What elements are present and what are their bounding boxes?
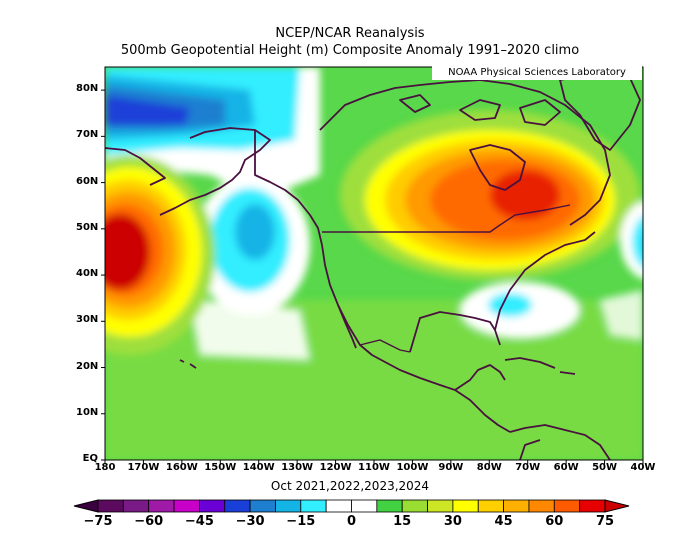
lon-label: 160W bbox=[165, 462, 198, 473]
colorbar-swatch bbox=[122, 499, 150, 513]
lon-label: 120W bbox=[319, 462, 352, 473]
colorbar-swatch bbox=[401, 499, 428, 513]
colorbar-label: −30 bbox=[235, 514, 265, 529]
colorbar-swatch bbox=[528, 499, 555, 513]
colorbar-label: −45 bbox=[184, 514, 214, 529]
lon-label: 170W bbox=[127, 462, 160, 473]
colorbar-swatch bbox=[427, 499, 454, 513]
colorbar-label: −15 bbox=[286, 514, 316, 529]
lon-label: 50W bbox=[592, 462, 618, 473]
colorbar-label: −75 bbox=[83, 514, 113, 529]
colorbar-swatch bbox=[224, 499, 251, 513]
chart-title-line1: NCEP/NCAR Reanalysis bbox=[275, 26, 425, 41]
lon-label: 140W bbox=[242, 462, 275, 473]
anomaly-field bbox=[105, 67, 643, 460]
colorbar-swatch bbox=[249, 499, 276, 513]
lon-label: 100W bbox=[396, 462, 429, 473]
colorbar-swatch bbox=[275, 499, 302, 513]
lat-label: 20N bbox=[76, 360, 99, 372]
colorbar bbox=[73, 499, 630, 513]
lat-label: 70N bbox=[76, 129, 99, 141]
lon-label: 80W bbox=[476, 462, 502, 473]
colorbar-swatch bbox=[173, 499, 200, 513]
period-label: Oct 2021,2022,2023,2024 bbox=[270, 479, 430, 493]
colorbar-label: 30 bbox=[443, 514, 462, 529]
lon-label: 90W bbox=[438, 462, 464, 473]
colorbar-swatch bbox=[477, 499, 505, 513]
colorbar-swatch bbox=[148, 499, 175, 513]
colorbar-swatch bbox=[97, 499, 124, 513]
axis-ticks bbox=[101, 89, 644, 464]
lon-label: 150W bbox=[204, 462, 237, 473]
colorbar-min-arrow bbox=[73, 499, 99, 513]
colorbar-swatch bbox=[325, 499, 352, 513]
colorbar-label: −60 bbox=[134, 514, 164, 529]
lat-label: 10N bbox=[76, 406, 99, 418]
colorbar-swatch bbox=[300, 499, 327, 513]
borders bbox=[322, 204, 571, 353]
lon-label: 130W bbox=[281, 462, 314, 473]
lat-label: EQ bbox=[82, 453, 98, 464]
lat-label: 30N bbox=[76, 314, 99, 326]
colorbar-swatch bbox=[351, 499, 378, 513]
colorbar-label: 75 bbox=[595, 514, 615, 529]
colorbar-swatch bbox=[553, 499, 581, 513]
colorbar-label: 45 bbox=[494, 514, 513, 529]
lon-label: 180 bbox=[94, 462, 116, 473]
chart-title-line2: 500mb Geopotential Height (m) Composite … bbox=[120, 43, 580, 58]
coastlines bbox=[105, 71, 641, 460]
colorbar-label: 15 bbox=[393, 514, 412, 529]
colorbar-max-arrow bbox=[604, 499, 630, 513]
colorbar-swatch bbox=[198, 499, 226, 513]
colorbar-swatch bbox=[376, 499, 403, 513]
colorbar-label: 0 bbox=[346, 514, 357, 529]
colorbar-swatch bbox=[579, 499, 606, 513]
lat-label: 60N bbox=[76, 175, 99, 187]
lon-label: 60W bbox=[553, 462, 579, 473]
colorbar-label: 60 bbox=[545, 514, 564, 529]
lat-label: 80N bbox=[76, 83, 99, 95]
colorbar-swatch bbox=[452, 499, 479, 513]
lat-label: 50N bbox=[76, 221, 99, 233]
lat-label: 40N bbox=[76, 268, 99, 280]
credit-label: NOAA Physical Sciences Laboratory bbox=[432, 66, 642, 80]
lon-label: 40W bbox=[630, 462, 656, 473]
lon-label: 110W bbox=[358, 462, 390, 473]
lon-label: 70W bbox=[515, 462, 541, 473]
colorbar-swatch bbox=[503, 499, 530, 513]
